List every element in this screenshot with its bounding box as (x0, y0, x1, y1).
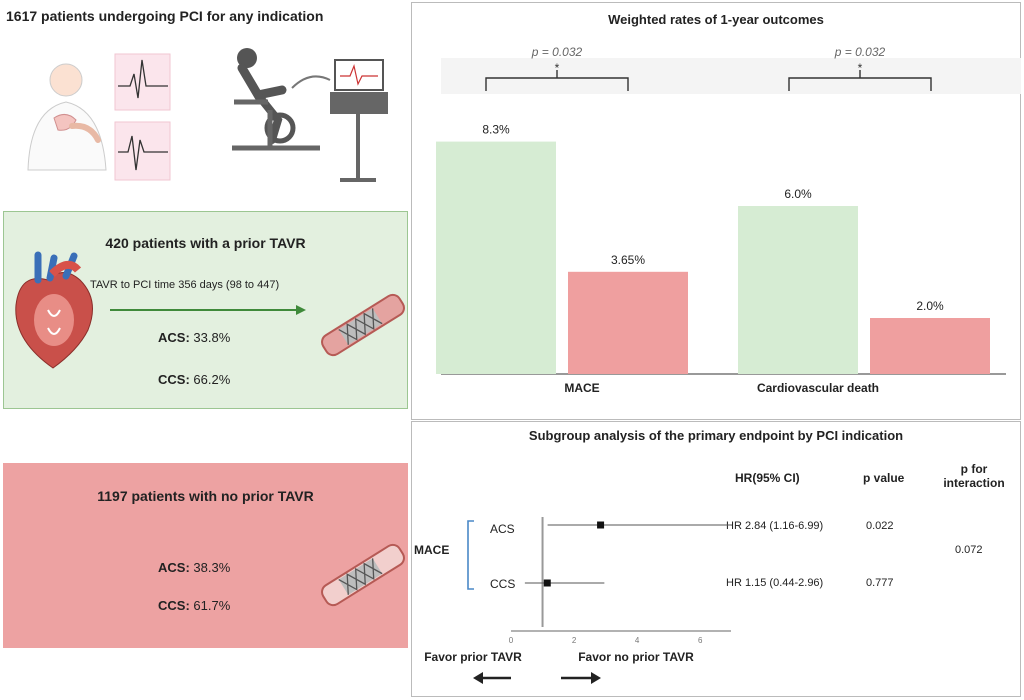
no-prior-acs-row: ACS: 38.3% (158, 560, 230, 575)
forest-plot-title: Subgroup analysis of the primary endpoin… (528, 428, 904, 443)
no-prior-acs-value: 38.3% (193, 560, 231, 575)
patient-chest-pain-icon (27, 63, 107, 171)
row-label-ccs: CCS (490, 577, 516, 591)
p-value-ccs: 0.777 (866, 577, 894, 589)
no-prior-acs-label: ACS: (158, 560, 190, 575)
group-label-mace: MACE (414, 543, 450, 557)
category-label-cv-death: Cardiovascular death (757, 381, 879, 395)
forest-plot: 0 2 4 6 Favor prior TAVR Favor no prior … (424, 517, 732, 684)
point-estimate-ccs (543, 579, 551, 587)
overview-title: 1617 patients undergoing PCI for any ind… (6, 8, 324, 24)
bar-cv-death-prior (738, 206, 858, 374)
label-mace-no-prior: 3.65% (611, 253, 645, 267)
p-interaction-value: 0.072 (955, 544, 983, 556)
header-p-value: p value (863, 471, 905, 485)
prior-acs-value: 33.8% (193, 330, 231, 345)
forest-plot-frame (411, 421, 1021, 697)
ecg-strip-icon (114, 53, 171, 181)
header-hr: HR(95% CI) (735, 471, 800, 485)
exercise-bike-stress-test-icon (232, 48, 388, 182)
prior-acs-row: ACS: 33.8% (158, 330, 230, 345)
sig-mark-mace: * (555, 61, 560, 75)
header-p-interaction: p for interaction (943, 462, 1005, 490)
heart-icon (15, 251, 93, 369)
label-cv-death-no-prior: 2.0% (916, 299, 944, 313)
row-label-acs: ACS (490, 522, 515, 536)
no-prior-ccs-row: CCS: 61.7% (158, 598, 230, 613)
x-tick-2: 2 (572, 636, 577, 645)
prior-tavr-title: 420 patients with a prior TAVR (105, 235, 306, 251)
no-prior-tavr-panel (3, 463, 408, 648)
sig-mark-cv-death: * (858, 61, 863, 75)
no-prior-ccs-label: CCS: (158, 598, 190, 613)
p-value-acs: 0.022 (866, 520, 894, 532)
category-label-mace: MACE (564, 381, 599, 395)
bar-cv-death-no-prior (870, 318, 990, 374)
no-prior-tavr-title: 1197 patients with no prior TAVR (97, 488, 314, 504)
arrow-left-icon (473, 672, 511, 684)
time-arrow (110, 305, 306, 315)
stent-icon-2 (321, 543, 405, 607)
prior-ccs-label: CCS: (158, 372, 190, 387)
hr-text-ccs: HR 1.15 (0.44-2.96) (726, 577, 824, 589)
x-tick-6: 6 (698, 636, 703, 645)
label-cv-death-prior: 6.0% (784, 187, 812, 201)
bar-chart: 8.3% 6.0% 3.65% 2.0% p = 0.032 * p = 0.0… (436, 45, 1021, 395)
arrow-right-icon (561, 672, 601, 684)
prior-ccs-row: CCS: 66.2% (158, 372, 230, 387)
point-estimate-acs (597, 521, 605, 529)
stent-icon (321, 293, 405, 357)
bar-mace-no-prior (568, 271, 688, 374)
label-mace-prior: 8.3% (482, 123, 510, 137)
hr-text-acs: HR 2.84 (1.16-6.99) (726, 520, 824, 532)
bar-mace-prior (436, 141, 556, 374)
tavr-to-pci-time: TAVR to PCI time 356 days (98 to 447) (90, 279, 280, 291)
bar-chart-title: Weighted rates of 1-year outcomes (608, 12, 824, 27)
x-tick-0: 0 (509, 636, 514, 645)
x-tick-4: 4 (635, 636, 640, 645)
p-value-mace: p = 0.032 (531, 45, 583, 59)
bar-chart-frame (411, 2, 1021, 420)
significance-band (441, 58, 1021, 94)
prior-acs-label: ACS: (158, 330, 190, 345)
favor-prior-label: Favor prior TAVR (424, 650, 522, 664)
no-prior-ccs-value: 61.7% (193, 598, 231, 613)
patient-illustration (27, 48, 388, 182)
prior-ccs-value: 66.2% (193, 372, 231, 387)
favor-no-prior-label: Favor no prior TAVR (578, 650, 694, 664)
group-bracket (467, 520, 474, 590)
p-value-cv-death: p = 0.032 (834, 45, 886, 59)
